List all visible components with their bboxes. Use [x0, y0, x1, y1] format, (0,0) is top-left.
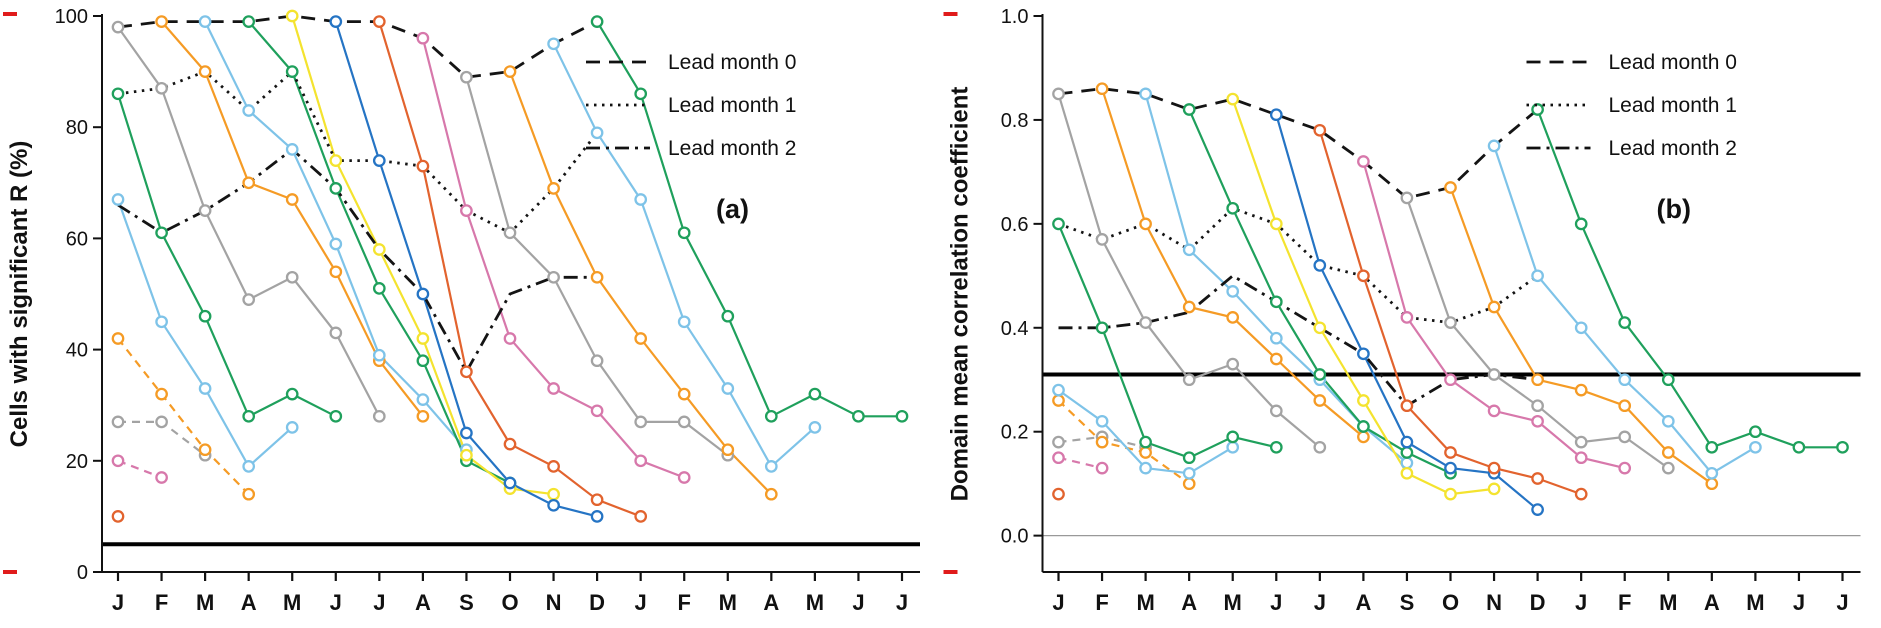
x-tick-label: F — [155, 590, 168, 615]
x-tick-label: M — [1746, 590, 1764, 615]
series-init-prev-nov — [1057, 389, 1234, 475]
legend: Lead month 0 Lead month 1 Lead month 2 — [586, 51, 796, 160]
x-tick-label: S — [459, 590, 474, 615]
series-init-prev-dec — [1057, 223, 1277, 459]
series-init-prev-dec — [116, 93, 337, 418]
x-tick-label: J — [1836, 590, 1848, 615]
x-tick-label: N — [1486, 590, 1502, 615]
series-init-oct — [508, 71, 773, 495]
series-lead-month-2 — [1058, 274, 1538, 408]
x-tick-label: D — [589, 590, 605, 615]
legend: Lead month 0 Lead month 1 Lead month 2 — [1526, 51, 1737, 160]
panel-b-chart: 0.0 0.2 0.4 0.6 0.8 1.0 J F M A M J J A S O N D J F M A M J J Dom… — [943, 6, 1861, 615]
series-lead-month-1 — [117, 69, 599, 235]
x-tick-label: M — [1224, 590, 1242, 615]
x-tick-label: J — [112, 590, 124, 615]
y-tick-label: 0 — [77, 562, 88, 584]
y-tick-label: 80 — [66, 117, 88, 139]
x-tick-label: J — [635, 590, 647, 615]
x-tick-label: M — [196, 590, 214, 615]
y-tick-label: 0.8 — [1001, 110, 1029, 132]
series-init-prev-oct — [1057, 399, 1190, 485]
x-tick-label: M — [283, 590, 301, 615]
legend-label: Lead month 2 — [668, 137, 796, 160]
series-markers — [1052, 82, 1849, 516]
x-tick-label: J — [1270, 590, 1282, 615]
x-tick-label: M — [719, 590, 737, 615]
x-tick-label: O — [1442, 590, 1459, 615]
panel-b: 0.0 0.2 0.4 0.6 0.8 1.0 J F M A M J J A S O N D J F M A M J J Dom… — [940, 0, 1880, 628]
y-tick-label: 0.2 — [1001, 422, 1029, 444]
series-init-dec — [596, 21, 902, 418]
x-tick-label: M — [1136, 590, 1154, 615]
series-init-dec — [1536, 109, 1843, 449]
y-axis-title: Domain mean correlation coefficient — [947, 87, 974, 502]
legend-label: Lead month 1 — [1609, 94, 1737, 117]
series-lead-month-0 — [1058, 87, 1539, 200]
plot-area: 0 20 40 60 80 100 J F M A M J J A S O N D J F M A M J J Cells wit… — [3, 6, 920, 615]
series-lead-month-1 — [1058, 206, 1539, 325]
x-tick-label: D — [1530, 590, 1546, 615]
x-tick-label: J — [852, 590, 864, 615]
axes: 0.0 0.2 0.4 0.6 0.8 1.0 J F M A M J J A S O N D J F M A M J J — [1001, 6, 1861, 615]
x-tick-label: N — [546, 590, 562, 615]
x-tick-label: A — [763, 590, 779, 615]
series-init-prev-aug — [117, 459, 162, 479]
x-tick-label: A — [415, 590, 431, 615]
x-tick-label: A — [1181, 590, 1197, 615]
series-init-jan — [1057, 93, 1321, 449]
x-tick-label: F — [1095, 590, 1108, 615]
y-tick-label: 1.0 — [1001, 6, 1029, 28]
x-tick-label: F — [1618, 590, 1631, 615]
x-tick-label: F — [677, 590, 690, 615]
series-markers — [111, 9, 909, 523]
legend-label: Lead month 2 — [1609, 137, 1737, 160]
x-tick-label: J — [1314, 590, 1326, 615]
x-tick-label: J — [1052, 590, 1064, 615]
panel-label: (a) — [716, 194, 749, 224]
series-init-mar — [204, 21, 468, 451]
x-tick-label: A — [241, 590, 257, 615]
x-tick-label: J — [330, 590, 342, 615]
panel-a: 0 20 40 60 80 100 J F M A M J J A S O N D J F M A M J J Cells wit… — [0, 0, 940, 628]
y-tick-label: 0.6 — [1001, 214, 1029, 236]
series-init-prev-nov — [116, 199, 293, 469]
x-tick-label: A — [1355, 590, 1371, 615]
y-tick-label: 20 — [66, 451, 88, 473]
y-tick-label: 60 — [66, 228, 88, 250]
x-tick-label: J — [373, 590, 385, 615]
y-tick-label: 0.4 — [1001, 318, 1029, 340]
series-init-prev-aug — [1058, 456, 1103, 470]
y-axis-title: Cells with significant R (%) — [6, 141, 33, 448]
axes: 0 20 40 60 80 100 J F M A M J J A S O N D J F M A M J J — [55, 6, 920, 615]
legend-label: Lead month 1 — [668, 94, 796, 117]
x-tick-label: S — [1400, 590, 1415, 615]
y-tick-label: 40 — [66, 340, 88, 362]
x-tick-label: M — [1659, 590, 1677, 615]
legend-label: Lead month 0 — [1609, 51, 1737, 74]
series-init-jun — [334, 21, 598, 518]
y-tick-label: 100 — [55, 6, 88, 28]
series-lead-month-2 — [117, 147, 598, 375]
legend-label: Lead month 0 — [668, 51, 796, 74]
x-tick-label: O — [501, 590, 518, 615]
x-tick-label: J — [1575, 590, 1587, 615]
series-lead-month-0 — [117, 14, 598, 79]
plot-area: 0.0 0.2 0.4 0.6 0.8 1.0 J F M A M J J A S O N D J F M A M J J Dom… — [943, 6, 1861, 615]
x-tick-label: J — [1793, 590, 1805, 615]
x-tick-label: J — [896, 590, 908, 615]
series-init-prev-oct — [117, 337, 250, 495]
x-tick-label: A — [1704, 590, 1720, 615]
y-tick-label: 0.0 — [1001, 526, 1029, 548]
x-tick-label: M — [806, 590, 824, 615]
panel-a-chart: 0 20 40 60 80 100 J F M A M J J A S O N D J F M A M J J Cells wit… — [3, 6, 920, 615]
panel-label: (b) — [1657, 194, 1691, 224]
